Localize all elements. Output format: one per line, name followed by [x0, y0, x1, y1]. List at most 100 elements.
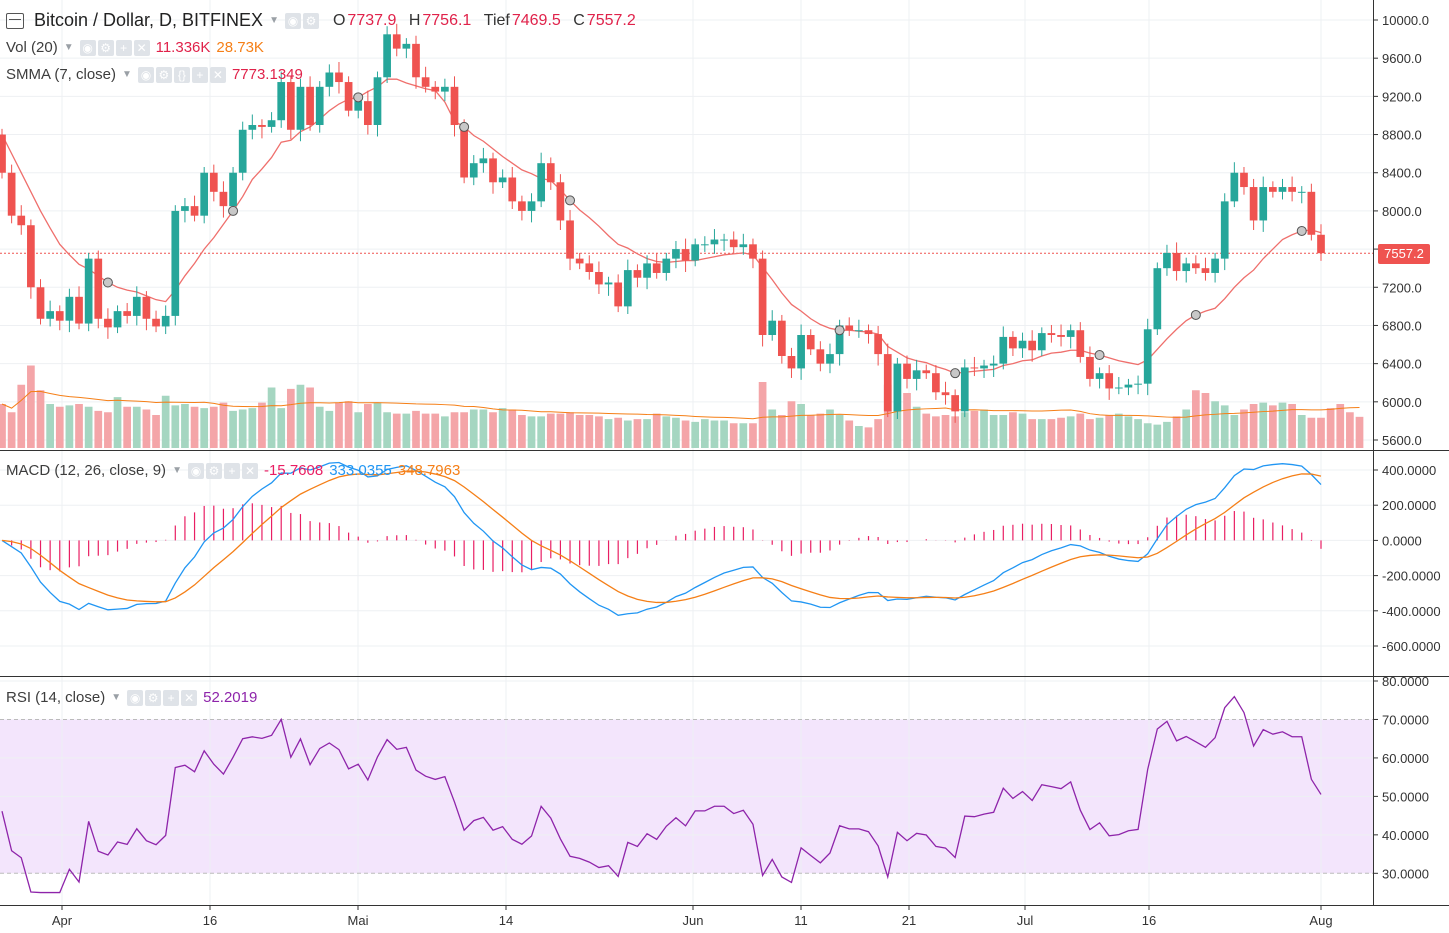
x-tick-label: 16 — [203, 913, 217, 928]
gear-icon[interactable]: ⚙ — [97, 39, 114, 56]
candle-body — [710, 239, 719, 245]
volume-bar — [537, 416, 546, 448]
close-icon[interactable]: ✕ — [133, 39, 150, 56]
candle-body — [431, 86, 440, 92]
volume-bar — [1086, 419, 1094, 448]
candle-body — [1211, 258, 1219, 273]
volume-bar — [527, 416, 536, 448]
eye-icon[interactable]: ◉ — [127, 689, 144, 706]
volume-bar — [431, 413, 440, 448]
gear-icon[interactable]: ⚙ — [155, 66, 172, 83]
volume-bar — [1278, 402, 1287, 448]
vol-label[interactable]: Vol (20) — [6, 39, 58, 56]
plus-icon[interactable]: + — [191, 66, 208, 83]
candle-body — [999, 336, 1008, 364]
price-tick-label: 6800.0 — [1382, 318, 1422, 333]
chevron-down-icon[interactable]: ▼ — [122, 69, 132, 80]
volume-bar — [749, 423, 757, 448]
chevron-down-icon[interactable]: ▼ — [269, 15, 279, 26]
macd-hist-value: -15.7608 — [263, 462, 324, 479]
volume-bar — [373, 402, 382, 448]
candle-body — [1057, 335, 1065, 337]
volume-bar — [826, 409, 834, 448]
close-icon[interactable]: ✕ — [209, 66, 226, 83]
volume-bar — [989, 415, 998, 448]
candle-body — [739, 244, 748, 248]
candle-body — [893, 363, 902, 412]
volume-bar — [315, 406, 324, 448]
volume-bar — [354, 412, 363, 448]
volume-bar — [277, 408, 286, 448]
candle-body — [1086, 356, 1094, 379]
candle-body — [1124, 384, 1133, 388]
volume-bar — [0, 404, 6, 448]
x-tick-label: Jun — [683, 913, 704, 928]
volume-bar — [691, 421, 700, 448]
chevron-down-icon[interactable]: ▼ — [63, 42, 74, 53]
candle-body — [662, 258, 671, 273]
volume-bar — [1143, 423, 1152, 448]
symbol-title[interactable]: Bitcoin / Dollar, D, BITFINEX — [34, 10, 264, 30]
gear-icon[interactable]: ⚙ — [205, 462, 222, 479]
volume-bar — [306, 387, 314, 448]
volume-bar — [941, 415, 950, 448]
volume-bar — [970, 410, 979, 448]
volume-bar — [758, 382, 767, 448]
x-tick-label: 14 — [499, 913, 513, 928]
menu-icon[interactable] — [6, 12, 24, 29]
x-tick-label: 21 — [902, 913, 916, 928]
price-tick-label: 10000.0 — [1382, 13, 1429, 28]
x-tick-label: Aug — [1309, 913, 1332, 928]
close-icon[interactable]: ✕ — [181, 689, 198, 706]
volume-bar — [489, 412, 497, 448]
volume-bar — [855, 426, 863, 448]
volume-bar — [267, 387, 276, 448]
macd-label[interactable]: MACD (12, 26, close, 9) — [6, 462, 167, 479]
eye-icon[interactable]: ◉ — [284, 12, 301, 29]
candle-body — [980, 365, 988, 369]
volume-bar — [181, 404, 189, 448]
eye-icon[interactable]: ◉ — [79, 39, 96, 56]
candle-body — [1269, 187, 1277, 192]
macd-tick-label: -200.0000 — [1382, 569, 1441, 584]
eye-icon[interactable]: ◉ — [137, 66, 154, 83]
plus-icon[interactable]: + — [223, 462, 240, 479]
vol-ma-value: 28.73K — [216, 39, 264, 56]
candle-body — [209, 172, 218, 192]
volume-bar — [113, 397, 122, 448]
eye-icon[interactable]: ◉ — [187, 462, 204, 479]
volume-bar — [903, 393, 911, 448]
gear-icon[interactable]: ⚙ — [302, 12, 319, 29]
candle-body — [749, 244, 757, 259]
plus-icon[interactable]: + — [115, 39, 132, 56]
candle-body — [421, 77, 430, 87]
close-icon[interactable]: ✕ — [241, 462, 258, 479]
candle-body — [364, 101, 372, 125]
candle-body — [84, 258, 93, 324]
candle-body — [758, 258, 767, 335]
volume-bar — [479, 409, 488, 448]
volume-bar — [1066, 416, 1075, 448]
volume-bar — [787, 401, 796, 448]
braces-icon[interactable]: {} — [173, 66, 190, 83]
candle-body — [1028, 340, 1037, 351]
volume-bar — [412, 410, 420, 448]
chevron-down-icon[interactable]: ▼ — [172, 465, 182, 476]
candle-body — [55, 311, 64, 321]
candle-body — [845, 325, 854, 331]
chevron-down-icon[interactable]: ▼ — [111, 692, 122, 703]
rsi-label[interactable]: RSI (14, close) — [6, 689, 106, 706]
candle-body — [903, 363, 911, 379]
candle-body — [826, 354, 834, 364]
volume-bar — [209, 406, 218, 448]
candle-body — [672, 249, 680, 259]
candle-body — [1105, 373, 1114, 389]
candle-body — [450, 86, 459, 125]
candle-body — [595, 272, 603, 285]
legend-buttons: ◉ ⚙ — [284, 12, 319, 29]
plus-icon[interactable]: + — [163, 689, 180, 706]
gear-icon[interactable]: ⚙ — [145, 689, 162, 706]
volume-bar — [498, 408, 507, 448]
smma-label[interactable]: SMMA (7, close) — [6, 66, 117, 83]
